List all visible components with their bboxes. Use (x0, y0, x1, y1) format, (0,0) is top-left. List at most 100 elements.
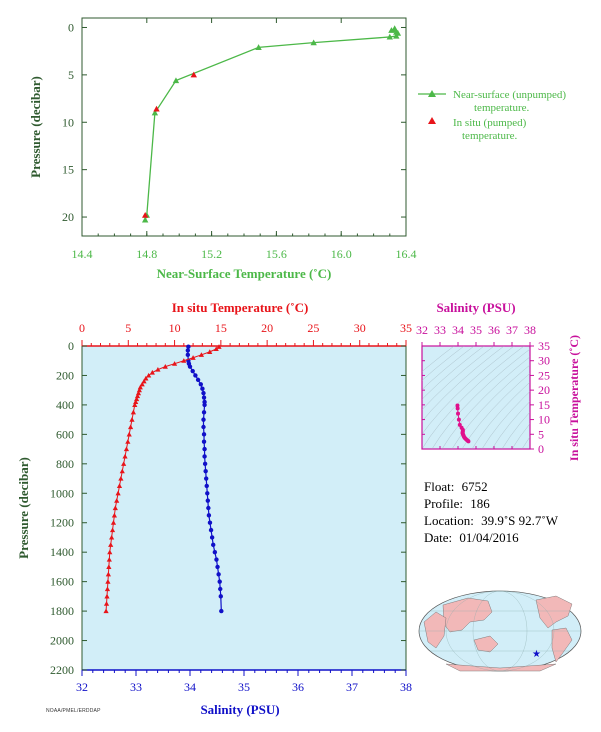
legend-surface-line1: Near-surface (unpumped) (453, 89, 566, 101)
temperature-point-23 (128, 424, 134, 430)
top-y-tick-label-0: 0 (68, 20, 74, 34)
salinity-point-10 (200, 386, 205, 391)
ts-density-contour-13 (471, 381, 530, 449)
temperature-point-6 (171, 361, 178, 366)
salinity-point-11 (201, 390, 206, 396)
profile-bottom-axis-label: Salinity (PSU) (200, 702, 279, 717)
temperature-point-39 (108, 542, 114, 547)
temperature-point-33 (114, 498, 120, 503)
date-row: Date: 01/04/2016 (424, 529, 558, 546)
temperature-point-46 (104, 593, 110, 599)
salinity-point-35 (214, 557, 219, 562)
ts-y-tick-label-10: 10 (538, 413, 550, 427)
temperature-point-43 (105, 571, 111, 577)
salinity-point-2 (185, 352, 191, 358)
temperature-point-36 (110, 520, 117, 525)
ts-density-contour-16 (501, 411, 530, 449)
ts-y-tick-label-0: 0 (538, 442, 544, 456)
profile-bottom-tick-label-33: 33 (130, 680, 142, 694)
temperature-point-7 (162, 364, 168, 369)
profile-label: Profile: (424, 496, 463, 511)
salinity-point-21 (202, 454, 207, 459)
temperature-point-34 (112, 505, 118, 511)
top-x-axis-label: Near-Surface Temperature (˚C) (157, 266, 332, 281)
surface-temperature-point-4 (255, 44, 262, 50)
temperature-point-47 (103, 601, 110, 606)
salinity-point-38 (217, 579, 222, 584)
ts-density-contours (422, 346, 530, 449)
map-land-australia (473, 635, 499, 653)
temperature-point-22 (129, 417, 135, 422)
profile-top-tick-label-20: 20 (261, 321, 273, 335)
top-axis-ticks: 14.4 14.8 15.2 15.6 16.0 16.4 0 5 10 15 20 (62, 18, 417, 261)
salinity-point-15 (201, 410, 207, 415)
top-x-tick-label-14.8: 14.8 (136, 247, 157, 261)
profile-y-tick-label-2200: 2200 (50, 663, 74, 677)
legend-insitu-line2: temperature. (462, 130, 518, 142)
temperature-point-38 (109, 534, 115, 540)
salinity-point-40 (218, 594, 223, 599)
salinity-point-18 (201, 432, 207, 437)
ts-point-1 (455, 406, 460, 411)
salinity-point-24 (204, 476, 209, 481)
profile-top-tick-label-15: 15 (215, 321, 227, 335)
surface-temperature-point-3 (172, 77, 180, 84)
ts-x-tick-label-37: 37 (506, 323, 518, 337)
ts-density-contour-8 (422, 346, 525, 449)
ts-x-tick-label-35: 35 (470, 323, 482, 337)
top-x-tick-label-15.6: 15.6 (266, 247, 287, 261)
ts-y-tick-label-5: 5 (538, 427, 544, 441)
salinity-point-34 (212, 549, 218, 555)
top-x-tick-label-15.2: 15.2 (201, 247, 222, 261)
profile-y-tick-label-2000: 2000 (50, 634, 74, 648)
temperature-point-13 (139, 381, 145, 387)
temperature-point-44 (105, 579, 111, 584)
ts-x-tick-label-32: 32 (416, 323, 428, 337)
surface-temperature-point-0 (141, 216, 149, 223)
profile-top-tick-label-30: 30 (354, 321, 366, 335)
profile-y-tick-label-200: 200 (56, 368, 74, 382)
map-land-africa-europe (423, 611, 447, 649)
profile-top-axis-label: In situ Temperature (˚C) (172, 300, 309, 315)
legend-label-insitu: In situ (pumped) temperature. (453, 117, 529, 142)
top-y-tick-label-10: 10 (62, 115, 74, 129)
salinity-point-33 (211, 542, 216, 548)
surface-temperature-point-7 (388, 27, 395, 33)
temperature-point-20 (132, 402, 138, 407)
temperature-point-3 (198, 352, 205, 357)
salinity-point-20 (202, 446, 207, 452)
temperature-point-26 (123, 446, 130, 452)
salinity-point-9 (198, 382, 203, 387)
temperature-point-40 (107, 549, 113, 555)
ts-density-contour-11 (451, 364, 530, 449)
float-id-row: Float: 6752 (424, 478, 558, 495)
salinity-point-25 (204, 483, 209, 489)
temperature-point-9 (149, 369, 155, 375)
top-y-tick-label-5: 5 (68, 68, 74, 82)
ts-point-3 (456, 417, 461, 422)
profile-axis-ticks: 0200400600800100012001400160018002000220… (50, 321, 412, 694)
temperature-point-8 (155, 366, 161, 372)
profile-y-tick-label-600: 600 (56, 427, 74, 441)
salinity-point-14 (202, 402, 207, 408)
ts-point-4 (457, 422, 462, 427)
temperature-point-19 (133, 399, 139, 405)
salinity-point-27 (205, 498, 211, 503)
surface-temperature-point-8 (391, 25, 398, 31)
ts-point-19 (466, 439, 471, 444)
date-label: Date: (424, 530, 453, 545)
legend-marker-surface (428, 90, 436, 97)
profile-y-tick-label-1800: 1800 (50, 604, 74, 618)
ts-x-tick-label-34: 34 (452, 323, 464, 337)
salinity-point-12 (201, 395, 207, 400)
location-label: Location: (424, 513, 474, 528)
float-value: 6752 (461, 479, 488, 494)
temperature-point-5 (181, 358, 187, 363)
top-series-layer (141, 25, 402, 223)
profile-y-tick-label-1400: 1400 (50, 545, 74, 559)
temperature-point-17 (134, 393, 141, 399)
ts-density-contour-17 (511, 423, 530, 449)
ts-density-contour-5 (422, 346, 495, 411)
ts-y-axis-label: In situ Temperature (˚C) (567, 335, 581, 461)
temperature-point-15 (136, 387, 142, 393)
